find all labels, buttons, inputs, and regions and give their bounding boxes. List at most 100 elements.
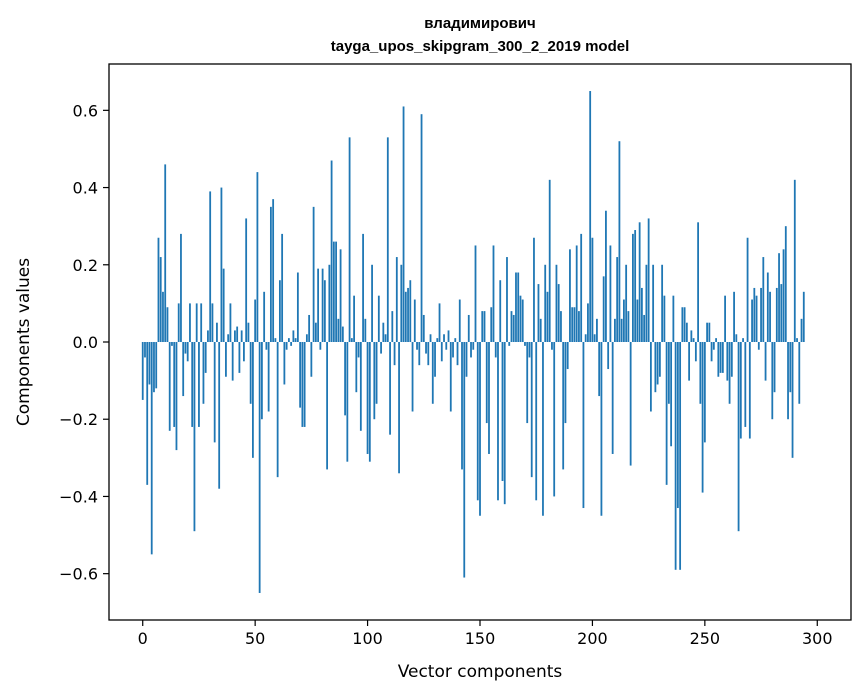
bar-146 [470, 342, 472, 358]
bar-213 [620, 318, 623, 342]
bar-116 [402, 106, 405, 342]
bar-117 [404, 291, 407, 342]
chart-title-line2: tayga_upos_skipgram_300_2_2019 model [331, 38, 630, 55]
bar-25 [198, 342, 200, 427]
bar-174 [533, 237, 535, 342]
bar-239 [679, 342, 682, 570]
bar-109 [386, 137, 389, 342]
bar-227 [652, 264, 655, 342]
bar-11 [166, 307, 169, 342]
bar-118 [407, 287, 409, 342]
bar-36 [222, 268, 225, 342]
bar-169 [521, 299, 524, 342]
bar-260 [726, 342, 729, 381]
y-tick-label: −0.4 [59, 487, 98, 506]
y-tick-label: 0.0 [73, 333, 98, 352]
bar-155 [490, 307, 493, 342]
bar-156 [492, 245, 495, 342]
bar-17 [180, 233, 182, 342]
bar-120 [411, 342, 414, 412]
bar-240 [681, 307, 684, 342]
bar-163 [508, 342, 511, 346]
bar-series [141, 91, 805, 593]
bar-37 [225, 342, 227, 377]
bar-157 [494, 342, 497, 358]
y-tick-label: −0.6 [59, 565, 98, 584]
bar-250 [703, 342, 706, 443]
bar-254 [712, 342, 715, 350]
bar-28 [204, 342, 207, 373]
bar-108 [384, 334, 387, 342]
bar-61 [278, 280, 281, 342]
bar-233 [665, 342, 668, 485]
bar-165 [512, 314, 515, 342]
x-tick-label: 50 [245, 629, 265, 648]
bar-122 [416, 342, 418, 350]
bar-200 [591, 237, 594, 342]
bar-29 [207, 330, 209, 342]
bar-277 [764, 342, 767, 381]
bar-112 [393, 342, 396, 366]
bar-133 [440, 342, 443, 362]
bar-235 [670, 342, 673, 447]
bar-27 [202, 342, 205, 404]
bar-284 [780, 284, 783, 342]
chart-title-line1: владимирович [424, 15, 535, 32]
bar-280 [771, 342, 774, 420]
bar-18 [182, 342, 185, 397]
bar-217 [629, 342, 632, 466]
bar-256 [717, 342, 720, 377]
bar-153 [485, 342, 488, 424]
bar-232 [663, 295, 666, 342]
bar-285 [782, 249, 785, 342]
x-tick-label: 0 [138, 629, 148, 648]
bar-222 [640, 287, 643, 342]
bar-88 [339, 249, 342, 342]
bar-134 [443, 334, 445, 342]
bar-49 [252, 342, 254, 458]
bar-33 [216, 322, 218, 342]
bar-38 [227, 334, 230, 342]
bar-107 [382, 322, 385, 342]
bar-79 [319, 342, 322, 350]
bar-223 [643, 314, 646, 342]
bar-173 [530, 342, 533, 478]
bar-66 [290, 342, 293, 346]
x-tick-label: 250 [690, 629, 721, 648]
bar-281 [773, 342, 776, 393]
bar-286 [784, 226, 787, 342]
y-tick-label: 0.2 [73, 256, 98, 275]
bar-135 [445, 342, 448, 350]
bar-288 [789, 342, 792, 393]
bar-89 [341, 326, 344, 342]
bar-104 [375, 342, 378, 404]
bar-266 [739, 342, 742, 439]
bar-230 [658, 342, 661, 377]
bar-46 [245, 218, 248, 342]
bar-255 [715, 338, 717, 342]
bar-198 [587, 303, 589, 342]
bar-121 [413, 299, 416, 342]
bar-106 [380, 342, 382, 354]
bar-99 [364, 318, 367, 342]
bar-127 [427, 342, 430, 366]
bar-63 [283, 342, 286, 385]
bar-191 [571, 307, 574, 342]
bar-216 [627, 311, 630, 342]
bar-57 [269, 206, 272, 342]
bar-126 [425, 342, 427, 354]
bar-166 [515, 272, 517, 342]
bar-252 [708, 322, 711, 342]
bar-139 [454, 338, 457, 342]
bar-47 [247, 322, 250, 342]
bar-271 [751, 299, 753, 342]
bar-55 [265, 342, 268, 350]
bar-100 [366, 342, 369, 454]
bar-90 [344, 342, 346, 416]
bar-129 [431, 342, 434, 404]
bar-44 [240, 330, 243, 342]
bar-268 [744, 342, 747, 427]
bar-152 [483, 311, 486, 342]
bar-187 [562, 342, 565, 470]
